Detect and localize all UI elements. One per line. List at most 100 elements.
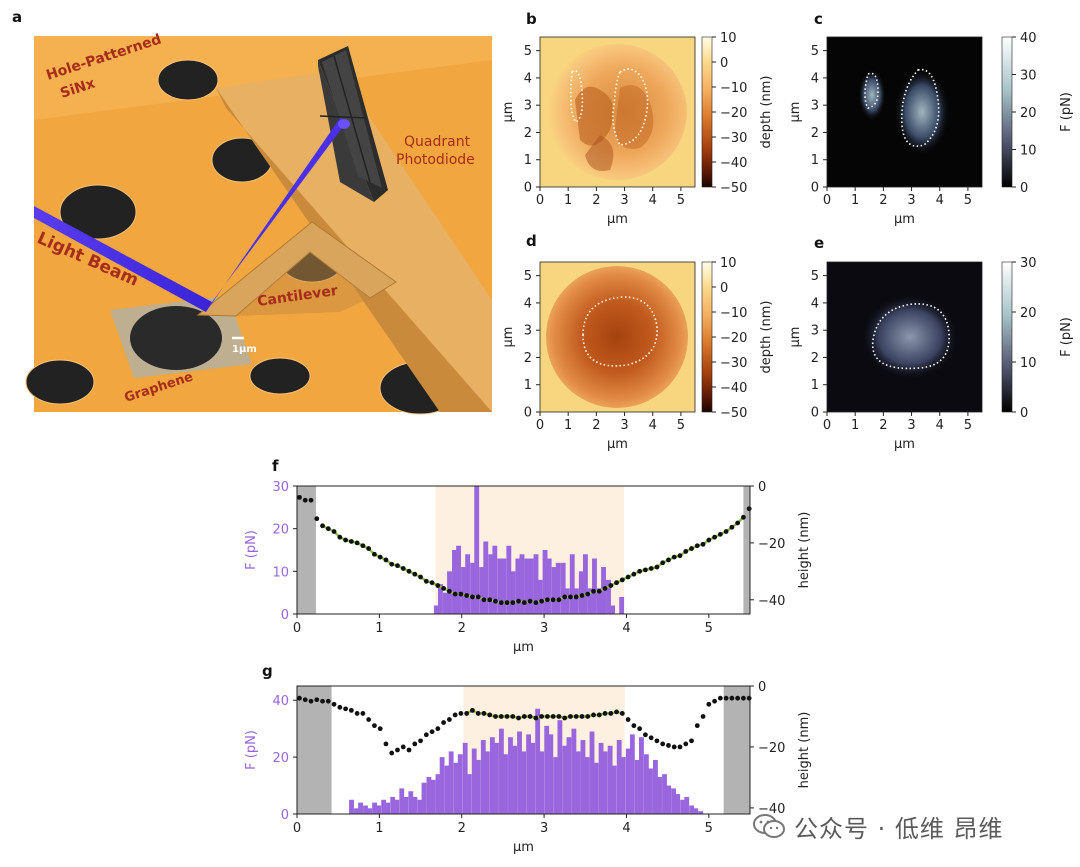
chart-g-force-bar xyxy=(620,757,626,814)
chart-g-force-bar xyxy=(648,768,653,814)
chart-f-height-point xyxy=(683,549,689,554)
chart-g-height-point xyxy=(625,717,631,722)
chart-g-force-bar xyxy=(593,762,599,814)
chart-g-force-bar xyxy=(408,791,414,814)
map-d-xtick-label: 1 xyxy=(564,418,572,433)
chart-g-force-bar xyxy=(584,757,590,814)
chart-f-height-point xyxy=(579,593,585,598)
chart-g-height-point xyxy=(729,695,735,701)
chart-f-force-bar xyxy=(456,545,462,614)
chart-g-height-point xyxy=(544,714,550,719)
chart-f-height-point xyxy=(591,588,596,594)
chart-f-height-point xyxy=(671,554,677,560)
chart-g-edge-region xyxy=(723,686,750,814)
chart-g-height-point xyxy=(504,714,510,719)
chart-f-force-bar xyxy=(601,567,606,614)
chart-f-height-point xyxy=(619,577,625,583)
chart-g-height-point xyxy=(596,712,602,718)
map-b-xtick-label: 1 xyxy=(564,193,572,208)
panel-letter-a: a xyxy=(12,8,23,26)
chart-g-force-bar xyxy=(653,759,658,814)
panel-letter-g: g xyxy=(262,662,273,680)
colorbar-c-label: F (pN) xyxy=(1059,92,1074,132)
chart-g-force-bar xyxy=(399,788,405,814)
chart-f-ylabel: F (pN) xyxy=(244,530,259,570)
chart-g-force-bar xyxy=(566,737,572,814)
colorbar-e-tick-label: 20 xyxy=(1020,306,1037,321)
chart-f-height-point xyxy=(458,591,464,597)
chart-g-height-point xyxy=(446,717,452,722)
chart-f-height-point xyxy=(677,553,683,559)
chart-g-xlabel: μm xyxy=(513,840,534,855)
map-e-ylabel: μm xyxy=(788,327,803,348)
chart-g-force-bar xyxy=(376,805,382,814)
chart-f-height-point xyxy=(297,494,302,500)
chart-f-height-point xyxy=(406,568,412,574)
colorbar-e-label: F (pN) xyxy=(1059,317,1074,357)
chart-g-force-bar xyxy=(471,748,477,814)
chart-g-height-point xyxy=(302,697,308,703)
chart-f-height-point xyxy=(412,571,418,577)
chart-g-force-bar xyxy=(580,740,586,814)
chart-f-height-point xyxy=(493,598,498,604)
panel-a-illustration xyxy=(25,36,492,415)
chart-f-height-point xyxy=(446,588,452,594)
chart-g-height-point xyxy=(666,743,671,748)
chart-g-height-point xyxy=(458,711,464,716)
chart-f-height-point xyxy=(354,540,360,546)
chart-g-force-bar xyxy=(354,808,359,814)
map-c-ylabel: μm xyxy=(788,102,803,123)
chart-g-force-bar xyxy=(435,774,441,814)
chart-g-force-bar xyxy=(598,742,604,814)
map-axes: 001122334455μmμm100−10−20−30−40−50depth … xyxy=(501,31,1074,452)
chart-f-height-point xyxy=(550,597,556,603)
chart-g-height-point xyxy=(320,698,325,704)
chart-g-height-point xyxy=(521,714,527,719)
chart-g-force-bar xyxy=(571,728,577,814)
chart-g-force-bar xyxy=(521,751,527,814)
chart-g-height-point xyxy=(619,711,625,716)
chart-g-force-bar xyxy=(693,808,699,814)
chart-g-height-point xyxy=(400,744,406,750)
chart-f-height-point xyxy=(325,526,331,532)
chart-f-force-bar xyxy=(442,592,448,614)
chart-f-force-bar xyxy=(564,588,570,614)
chart-g-force-bar xyxy=(634,759,640,814)
chart-g-force-bar xyxy=(539,751,545,814)
chart-g-force-bar xyxy=(517,731,522,814)
map-c-xtick-label: 3 xyxy=(907,193,915,208)
chart-f-height-point xyxy=(314,516,320,522)
chart-f-force-bar xyxy=(592,558,597,614)
colorbar-b-tick-label: −20 xyxy=(720,106,747,121)
map-b xyxy=(539,36,696,188)
colorbar-e-tick-label: 0 xyxy=(1020,406,1028,421)
map-b-ytick-label: 1 xyxy=(524,153,532,168)
chart-g-force-bar xyxy=(385,802,391,814)
chart-f-xlabel: μm xyxy=(513,640,534,655)
map-c-xtick-label: 2 xyxy=(879,193,887,208)
chart-g-force-bar xyxy=(498,728,504,814)
map-c-xtick-label: 5 xyxy=(964,193,972,208)
chart-g-height-point xyxy=(648,735,654,741)
chart-g-height-point xyxy=(360,711,366,716)
colorbar-e-tick-label: 10 xyxy=(1020,356,1037,371)
chart-g-height-point xyxy=(614,709,619,715)
label-photodiode-2: Photodiode xyxy=(396,152,475,168)
chart-g-height-point xyxy=(435,726,441,732)
label-photodiode-1: Quadrant xyxy=(404,134,471,150)
map-c-xtick-label: 0 xyxy=(823,193,831,208)
chart-g-force-bar xyxy=(489,737,495,814)
map-c-xlabel: μm xyxy=(894,212,915,227)
chart-g-force-bar xyxy=(629,734,635,814)
chart-f-height-point xyxy=(712,534,717,540)
map-d-xtick-label: 0 xyxy=(536,418,544,433)
chart-g-height-point xyxy=(406,747,412,753)
map-c-ytick-label: 2 xyxy=(811,126,819,141)
chart-g-height-point xyxy=(550,714,556,719)
chart-g-height-point xyxy=(389,750,395,756)
chart-g-height-point xyxy=(568,714,573,719)
panel-letter-b: b xyxy=(526,10,537,28)
chart-g-force-bar xyxy=(444,765,450,814)
colorbar-b-tick-label: −50 xyxy=(720,181,747,196)
